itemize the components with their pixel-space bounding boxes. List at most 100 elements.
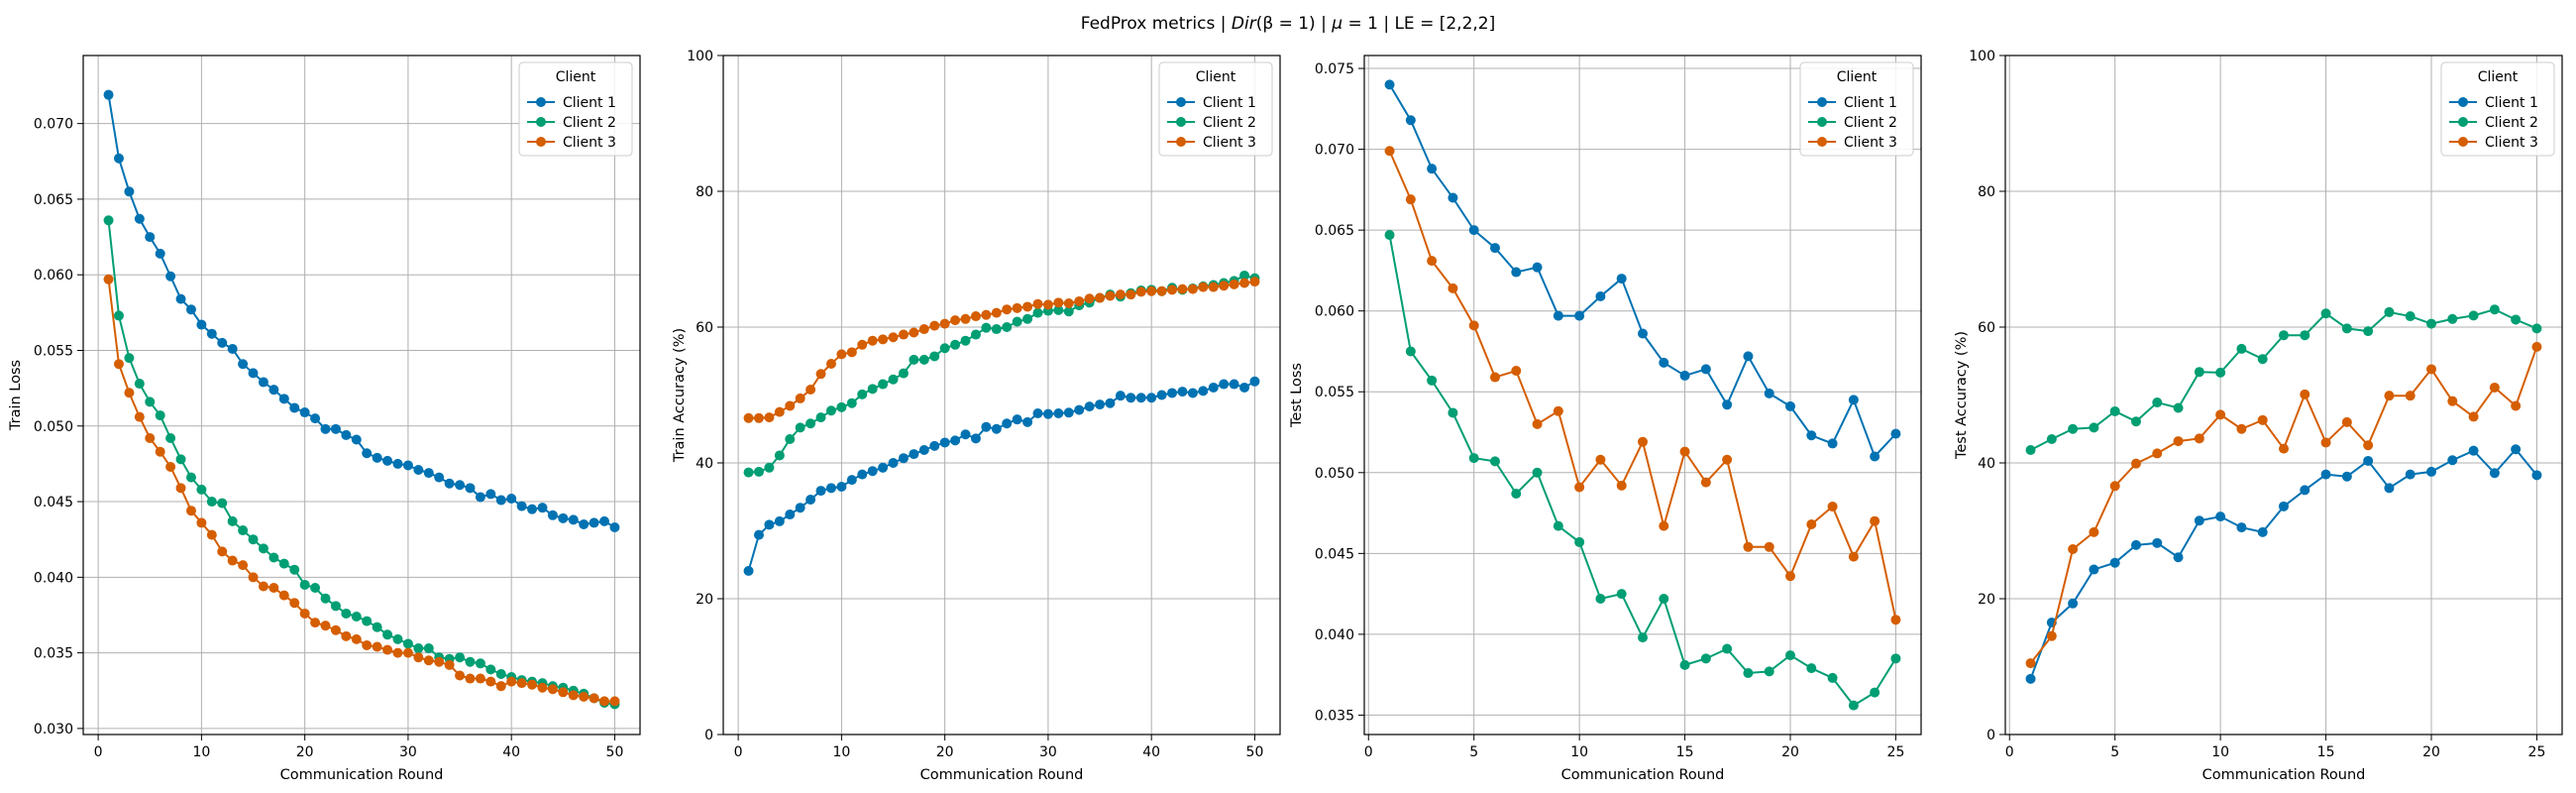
data-point — [2173, 436, 2184, 447]
data-point — [981, 309, 992, 320]
data-point — [145, 232, 156, 243]
data-point — [402, 460, 413, 471]
x-tick-label: 20 — [2422, 744, 2440, 760]
data-point — [2320, 469, 2331, 480]
data-point — [2384, 306, 2395, 317]
data-point — [1249, 376, 1260, 387]
data-point — [1870, 687, 1880, 698]
data-point — [2279, 330, 2289, 341]
x-tick-label: 30 — [1039, 744, 1057, 760]
y-axis-label: Train Accuracy (%) — [672, 328, 688, 463]
series-client-3 — [743, 277, 1260, 423]
legend-title: Client — [2478, 69, 2519, 85]
data-point — [568, 514, 579, 525]
data-point — [825, 405, 836, 416]
data-point — [2426, 466, 2437, 477]
legend-marker — [1176, 137, 1186, 147]
data-point — [1022, 301, 1033, 312]
data-point — [2152, 448, 2163, 459]
data-point — [825, 483, 836, 494]
data-point — [351, 612, 362, 623]
x-tick-label: 10 — [192, 744, 210, 760]
data-point — [2257, 354, 2268, 365]
data-point — [2489, 304, 2500, 315]
title-prefix: FedProx metrics | — [1080, 14, 1232, 34]
data-point — [1053, 304, 1064, 315]
data-point — [1105, 290, 1116, 301]
data-point — [413, 643, 424, 654]
data-point — [1032, 407, 1043, 418]
data-point — [196, 484, 207, 495]
data-point — [2447, 455, 2458, 466]
data-point — [2152, 397, 2163, 408]
data-point — [1764, 388, 1774, 398]
data-point — [227, 555, 238, 566]
x-tick-label: 0 — [2005, 744, 2014, 760]
data-point — [1187, 283, 1198, 294]
series-client-3 — [103, 274, 620, 707]
data-point — [392, 647, 403, 658]
data-point — [1032, 298, 1043, 309]
data-point — [475, 673, 485, 684]
legend: Client Client 1 Client 2 Client 3 — [1799, 61, 1914, 157]
data-point — [2384, 391, 2395, 401]
data-point — [310, 413, 321, 424]
data-point — [423, 643, 434, 654]
plot-frame — [722, 55, 1281, 736]
data-point — [402, 647, 413, 658]
data-point — [330, 423, 341, 434]
data-point — [1105, 397, 1116, 408]
data-point — [878, 379, 889, 390]
data-point — [909, 449, 919, 460]
data-point — [2109, 557, 2120, 568]
data-point — [134, 213, 145, 224]
data-point — [516, 678, 527, 689]
data-point — [1126, 393, 1136, 403]
data-point — [175, 483, 186, 494]
legend-entry: Client 1 — [1844, 95, 1897, 111]
data-point — [991, 307, 1002, 318]
data-point — [909, 327, 919, 338]
data-point — [434, 656, 445, 667]
data-point — [268, 385, 279, 396]
data-point — [2447, 396, 2458, 406]
x-tick-label: 10 — [832, 744, 850, 760]
data-point — [2152, 537, 2163, 548]
title-math-beta: (β = 1) | — [1255, 14, 1333, 34]
data-point — [185, 304, 196, 315]
data-point — [1063, 298, 1074, 309]
data-point — [227, 515, 238, 526]
data-point — [165, 271, 176, 282]
data-point — [1595, 291, 1606, 302]
data-point — [2025, 673, 2036, 684]
data-point — [206, 497, 217, 508]
data-point — [1574, 310, 1585, 321]
data-point — [2130, 416, 2141, 427]
data-point — [2405, 391, 2415, 401]
data-point — [1827, 438, 1838, 449]
data-point — [1574, 536, 1585, 547]
legend-entry: Client 2 — [1844, 115, 1897, 131]
data-point — [341, 630, 352, 641]
data-point — [805, 494, 816, 505]
data-point — [753, 412, 764, 423]
data-point — [1126, 289, 1136, 300]
data-point — [1198, 386, 1209, 396]
data-point — [1012, 316, 1022, 327]
data-point — [1468, 320, 1479, 331]
x-tick-label: 50 — [606, 744, 624, 760]
data-point — [165, 461, 176, 472]
y-tick-label: 0.035 — [34, 646, 73, 662]
data-point — [1785, 571, 1796, 582]
data-point — [258, 581, 268, 592]
data-point — [2531, 470, 2542, 481]
data-point — [2173, 552, 2184, 563]
data-point — [2236, 423, 2247, 434]
x-axis-label: Communication Round — [280, 767, 444, 783]
data-point — [774, 515, 785, 526]
data-point — [609, 521, 620, 532]
data-point — [1135, 286, 1146, 297]
y-tick-label: 0 — [704, 728, 713, 743]
data-point — [1722, 643, 1733, 654]
data-point — [341, 429, 352, 440]
